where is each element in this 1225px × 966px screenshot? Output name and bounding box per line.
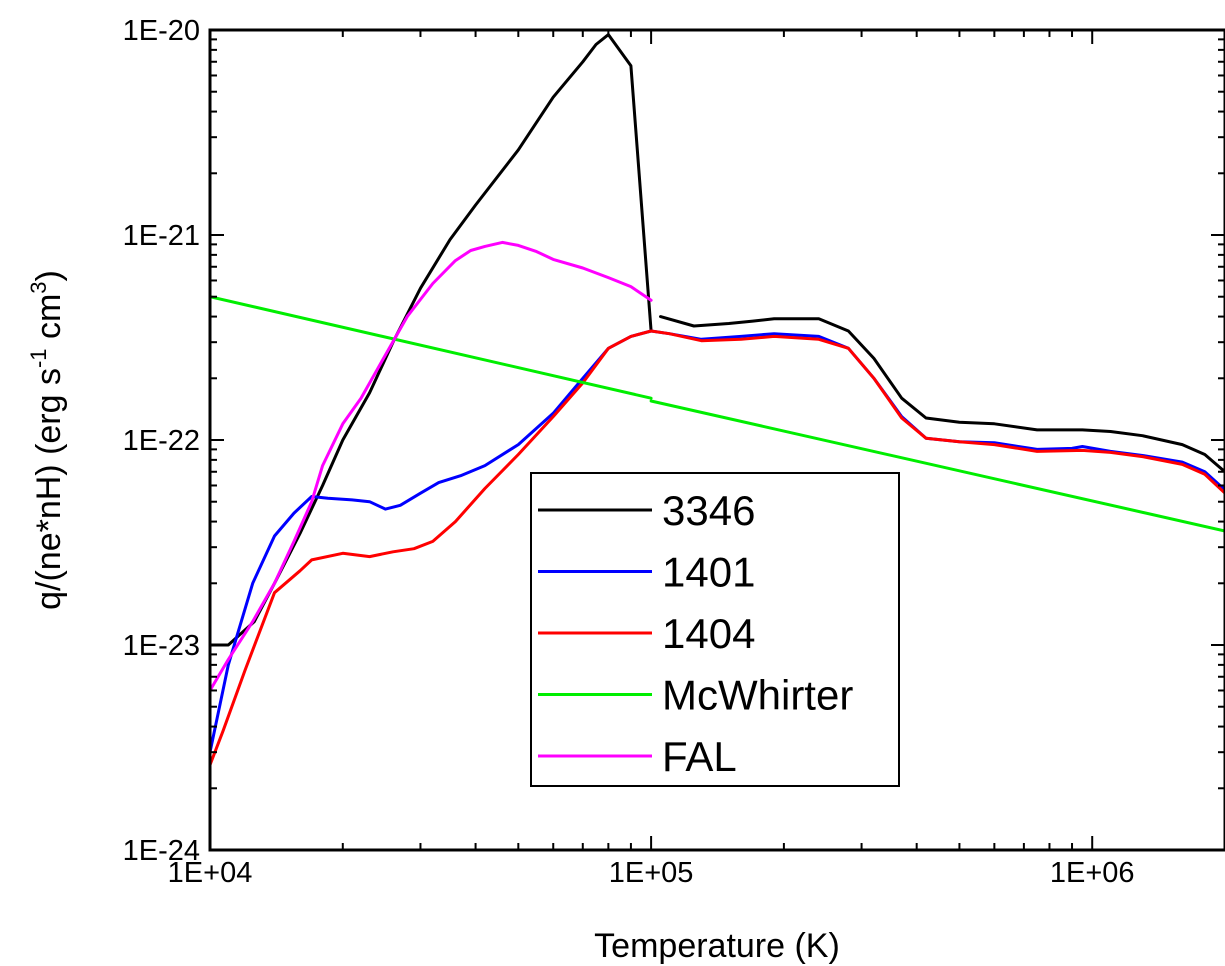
series-line-mcwhirter-segment-0 — [210, 295, 653, 400]
legend: 3346 1401 1404 McWhirter FAL — [530, 472, 900, 787]
y-tick-label: 1E-22 — [123, 425, 200, 457]
x-tick-label: 1E+06 — [1050, 857, 1135, 889]
y-tick-label: 1E-20 — [123, 15, 200, 47]
series-line-mcwhirter-segment-1 — [649, 399, 1225, 533]
series-line-3346-segment-1 — [659, 315, 1225, 474]
legend-label-3346: 3346 — [662, 487, 755, 534]
y-axis-title: q/(ne*nH) (erg s-1 cm3) — [26, 270, 68, 610]
legend-label-1404: 1404 — [662, 610, 755, 657]
y-tick-label: 1E-23 — [123, 630, 200, 662]
x-axis-title: Temperature (K) — [594, 927, 840, 965]
legend-label-mcwhirter: McWhirter — [662, 672, 853, 719]
series-line-1404-segment-0 — [210, 329, 1225, 767]
legend-label-1401: 1401 — [662, 549, 755, 596]
legend-label-fal: FAL — [662, 733, 737, 780]
series-layer — [210, 33, 1225, 767]
x-tick-label: 1E+04 — [168, 857, 253, 889]
y-tick-label: 1E-21 — [123, 220, 200, 252]
ticks-layer: 1E+04 1E+05 1E+06 1E-20 1E-21 1E-22 1E-23 1E-24 — [123, 15, 1225, 889]
y-tick-label: 1E-24 — [123, 835, 200, 867]
x-tick-label: 1E+05 — [609, 857, 694, 889]
series-line-fal-segment-0 — [210, 240, 653, 692]
legend-box — [530, 472, 900, 787]
